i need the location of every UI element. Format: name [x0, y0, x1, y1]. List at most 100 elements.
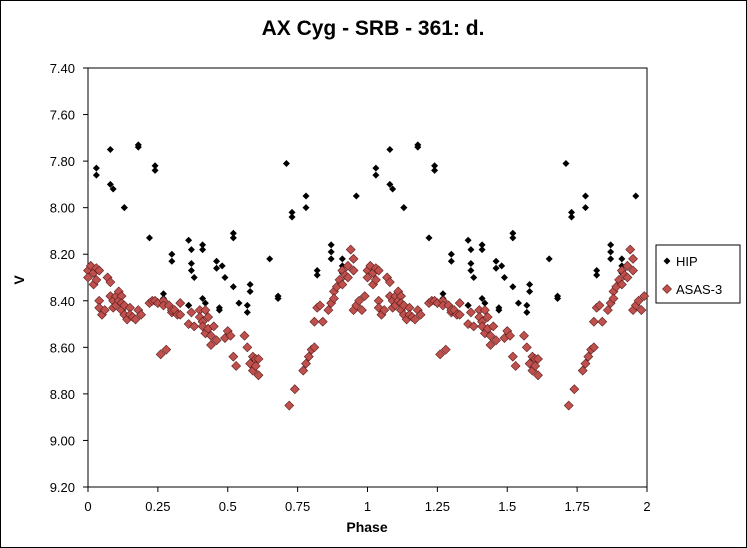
data-point	[485, 340, 496, 350]
data-point	[354, 295, 365, 306]
x-tick-label: 1.75	[564, 499, 589, 514]
y-tick-label: 9.20	[50, 480, 75, 495]
data-point	[464, 301, 472, 309]
data-point	[628, 253, 638, 264]
data-point	[221, 274, 229, 281]
data-point	[151, 166, 159, 174]
data-point	[439, 290, 447, 298]
data-point	[488, 321, 499, 332]
data-point	[523, 301, 531, 309]
data-point	[91, 274, 102, 285]
data-point	[253, 354, 264, 364]
data-point	[514, 299, 522, 307]
data-point	[359, 291, 370, 302]
x-tick-label: 2	[643, 499, 650, 514]
data-point	[343, 260, 353, 271]
data-point	[386, 145, 394, 153]
data-point	[92, 171, 100, 179]
data-point	[105, 277, 116, 288]
data-point	[168, 257, 176, 265]
x-tick-label: 0.25	[145, 499, 170, 514]
data-point	[120, 204, 128, 212]
data-point	[625, 244, 636, 255]
data-point	[206, 340, 216, 350]
data-point	[228, 351, 239, 362]
data-point	[175, 298, 186, 309]
data-point	[213, 257, 221, 265]
data-point	[229, 283, 237, 291]
data-point	[608, 293, 619, 304]
data-point	[215, 306, 223, 314]
x-tick-label: 0	[84, 499, 91, 514]
data-point	[288, 208, 296, 216]
data-point	[622, 272, 633, 283]
data-point	[415, 309, 426, 320]
data-point	[329, 293, 339, 304]
data-point	[530, 361, 541, 371]
x-tick-label: 1.25	[425, 499, 450, 514]
data-point	[372, 171, 380, 179]
data-point	[106, 145, 114, 153]
y-tick-label: 7.60	[50, 108, 75, 123]
data-point	[468, 321, 479, 332]
data-point	[379, 305, 390, 316]
x-tick-label: 0.75	[285, 499, 310, 514]
data-point	[185, 236, 193, 244]
data-point	[481, 299, 489, 307]
data-point	[425, 234, 433, 242]
data-point	[136, 309, 147, 320]
data-point	[282, 159, 290, 167]
data-point	[386, 180, 394, 188]
data-point	[588, 342, 599, 353]
data-point	[185, 301, 193, 309]
data-point	[145, 234, 153, 242]
data-point	[211, 335, 222, 346]
data-point	[250, 361, 261, 371]
data-point	[523, 308, 531, 316]
data-point	[218, 262, 226, 270]
y-tick-label: 8.40	[50, 294, 75, 309]
data-point	[109, 185, 117, 193]
data-point	[338, 255, 346, 263]
data-point	[266, 255, 274, 263]
data-point	[588, 316, 599, 327]
data-point	[373, 265, 384, 276]
data-point	[288, 213, 296, 221]
data-point	[99, 305, 110, 316]
series-layer	[83, 141, 650, 411]
y-tick-label: 7.80	[50, 154, 75, 169]
data-point	[313, 267, 321, 275]
data-point	[229, 234, 237, 242]
data-point	[607, 241, 615, 249]
data-point	[370, 274, 381, 285]
data-point	[289, 384, 300, 395]
data-point	[519, 330, 529, 341]
data-point	[345, 244, 356, 255]
data-point	[201, 299, 209, 307]
data-point	[495, 306, 503, 314]
data-point	[352, 192, 360, 200]
data-point	[199, 294, 207, 302]
y-tick-label: 8.60	[50, 340, 75, 355]
data-point	[521, 342, 532, 353]
data-point	[187, 267, 195, 275]
data-point	[563, 400, 574, 411]
data-point	[478, 246, 486, 254]
data-point	[327, 248, 335, 256]
data-point	[106, 180, 114, 188]
data-point	[246, 280, 254, 288]
data-point	[633, 295, 644, 306]
data-point	[510, 361, 521, 371]
data-point	[159, 290, 167, 298]
data-point	[464, 236, 472, 244]
data-point	[130, 314, 141, 325]
data-point	[151, 162, 159, 170]
data-point	[301, 358, 311, 369]
data-point	[356, 305, 367, 316]
data-point	[246, 287, 254, 295]
data-point	[343, 272, 353, 283]
data-point	[607, 255, 615, 263]
y-tick-label: 7.40	[50, 61, 75, 76]
data-point	[274, 292, 282, 300]
